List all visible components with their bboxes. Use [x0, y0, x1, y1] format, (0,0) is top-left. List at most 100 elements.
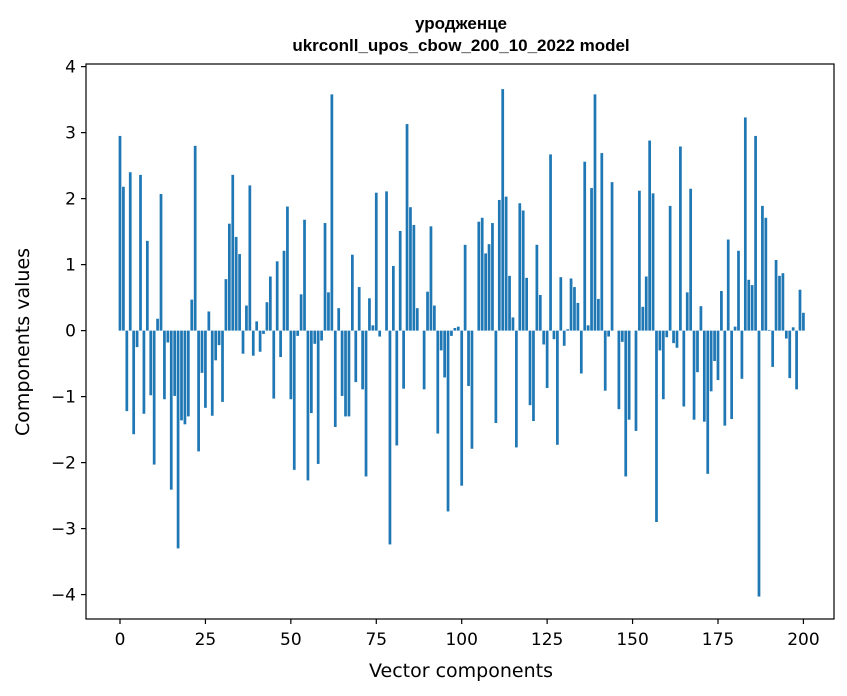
bar-176	[720, 291, 723, 331]
bar-169	[696, 330, 699, 373]
bar-99	[456, 326, 460, 331]
y-tick-label: 1	[65, 256, 76, 276]
bar-7	[142, 330, 146, 414]
bar-14	[166, 330, 170, 343]
bar-120	[528, 330, 532, 406]
bar-48	[282, 250, 286, 331]
bar-16	[173, 330, 177, 396]
bar-101	[463, 244, 467, 331]
bar-19	[183, 330, 187, 425]
bar-185	[750, 285, 754, 331]
bar-34	[234, 236, 238, 331]
bar-200	[802, 312, 805, 331]
bar-132	[569, 278, 573, 331]
axes-frame	[85, 63, 835, 620]
bar-60	[323, 223, 327, 331]
bar-181	[737, 250, 740, 331]
bar-192	[774, 260, 778, 331]
bar-159	[661, 330, 665, 400]
bar-117	[518, 203, 522, 331]
bar-43	[265, 302, 269, 331]
bar-93	[436, 330, 440, 434]
y-axis-title: Components values	[12, 248, 34, 436]
bar-0	[118, 135, 122, 331]
bar-167	[689, 188, 693, 331]
bar-4	[132, 330, 136, 435]
bar-109	[491, 223, 494, 331]
bar-38	[248, 185, 252, 331]
bar-197	[791, 327, 795, 331]
bar-115	[511, 317, 515, 331]
bar-62	[330, 94, 334, 331]
bar-64	[337, 308, 341, 331]
bar-108	[487, 244, 491, 331]
bar-156	[651, 193, 655, 331]
y-tick-label: 2	[65, 190, 76, 210]
bar-91	[429, 226, 433, 331]
bar-31	[224, 279, 228, 331]
bar-3	[128, 172, 132, 331]
bar-178	[726, 239, 730, 331]
bar-191	[771, 330, 775, 367]
bar-111	[497, 199, 501, 331]
chart-title-line-2: ukrconll_upos_cbow_200_10_2022 model	[292, 36, 629, 55]
bar-171	[702, 330, 706, 422]
bar-30	[221, 330, 224, 402]
bar-155	[648, 140, 652, 331]
bar-133	[573, 287, 576, 331]
bar-137	[586, 325, 590, 331]
x-tick-label: 125	[531, 630, 563, 650]
bar-114	[508, 275, 511, 331]
bar-83	[402, 330, 405, 389]
x-tick-label: 175	[702, 630, 734, 650]
bar-56	[309, 330, 313, 414]
bar-85	[409, 207, 412, 331]
bar-122	[535, 244, 539, 331]
bar-20	[186, 330, 190, 417]
bar-90	[426, 291, 429, 331]
y-tick-label: −1	[51, 388, 76, 408]
bar-39	[251, 330, 255, 356]
x-tick-label: 150	[616, 630, 648, 650]
bar-113	[504, 196, 508, 331]
bar-73	[368, 298, 371, 331]
bar-193	[778, 275, 781, 331]
bar-127	[552, 330, 556, 340]
bar-173	[709, 330, 713, 392]
bar-68	[350, 254, 354, 331]
bar-106	[480, 217, 484, 331]
bar-69	[354, 330, 358, 383]
bar-142	[603, 330, 607, 391]
bar-35	[238, 254, 241, 331]
bar-23	[197, 330, 200, 452]
y-tick-label: −3	[51, 520, 76, 540]
bar-61	[327, 292, 330, 331]
bar-164	[679, 146, 682, 331]
y-tick-label: 3	[65, 124, 76, 144]
bar-168	[692, 330, 696, 420]
bar-92	[433, 305, 436, 331]
bar-112	[501, 89, 505, 331]
bar-36	[241, 330, 245, 354]
bar-139	[593, 94, 597, 331]
bar-199	[798, 289, 802, 331]
bar-100	[460, 330, 464, 486]
bar-180	[733, 326, 737, 331]
bar-141	[600, 153, 604, 331]
bar-138	[590, 188, 593, 331]
bar-125	[545, 330, 549, 389]
bar-186	[754, 135, 757, 331]
bar-135	[579, 330, 583, 374]
bar-54	[303, 219, 306, 331]
bar-196	[788, 330, 792, 379]
bar-116	[515, 330, 518, 448]
bar-5	[135, 330, 139, 348]
bar-188	[761, 205, 764, 331]
bar-102	[467, 330, 470, 387]
bar-123	[538, 294, 542, 331]
bar-47	[279, 330, 282, 358]
bar-59	[320, 330, 323, 341]
bar-195	[784, 330, 788, 339]
bar-172	[706, 330, 710, 474]
